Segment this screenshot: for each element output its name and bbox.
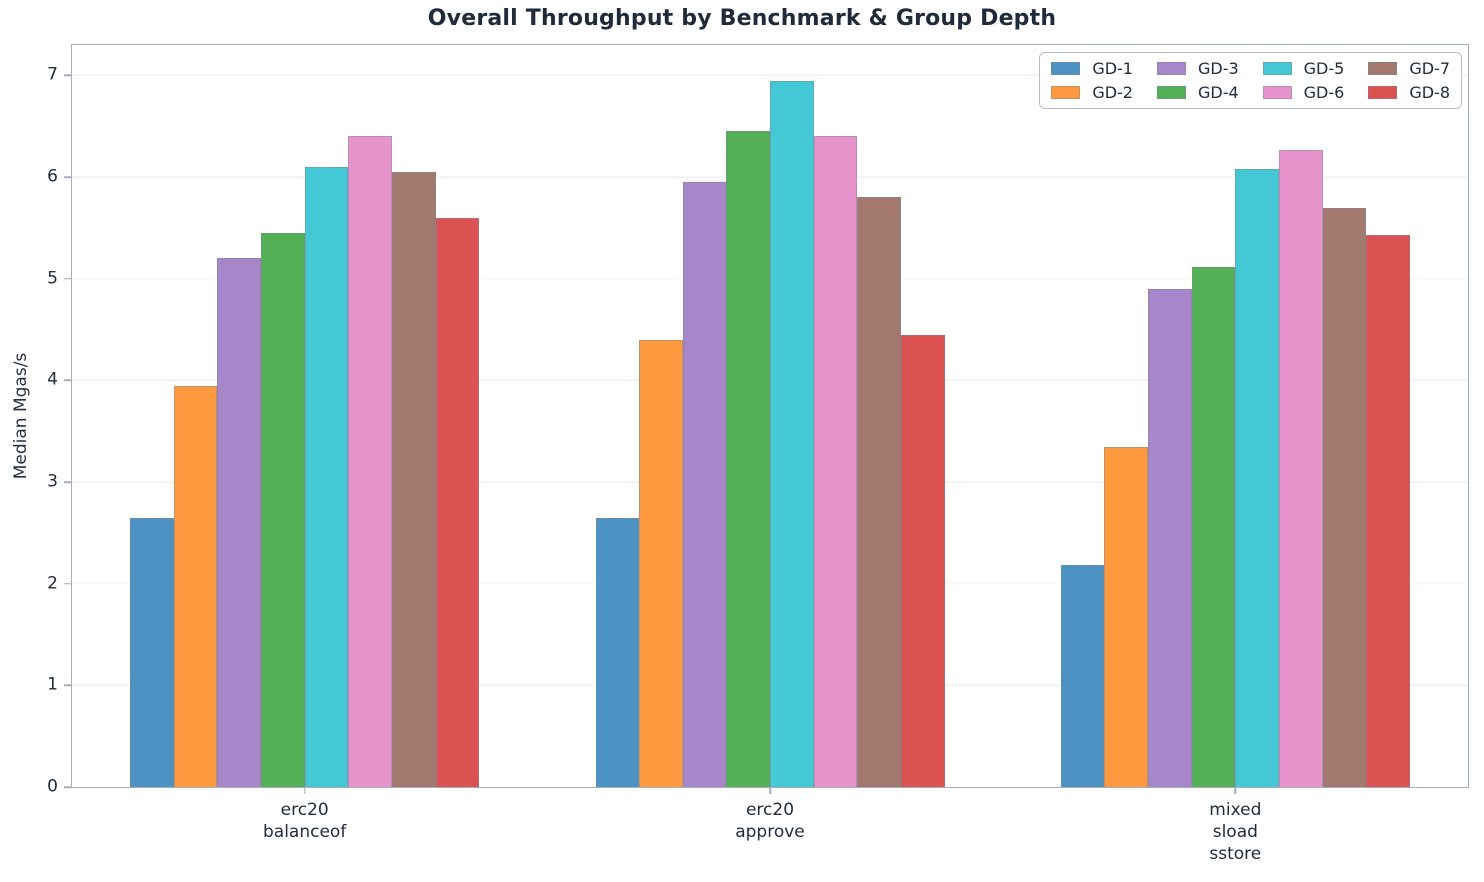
legend-swatch-icon (1051, 86, 1081, 99)
y-tick-label: 5 (47, 268, 58, 289)
y-tick-label: 0 (47, 776, 58, 797)
x-tick-label: mixed sload sstore (1209, 799, 1261, 865)
bar (682, 182, 727, 787)
y-tick-label: 2 (47, 573, 58, 594)
legend-item: GD-1 (1051, 59, 1133, 78)
legend-item: GD-4 (1156, 83, 1239, 102)
x-tick-label-line: balanceof (262, 822, 347, 842)
legend-swatch-icon (1368, 62, 1398, 75)
chart-title: Overall Throughput by Benchmark & Group … (427, 6, 1057, 31)
bar (173, 385, 218, 787)
y-tick-label: 4 (47, 370, 58, 391)
y-tick-mark (64, 684, 72, 687)
x-tick-label: erc20 approve (735, 799, 805, 843)
legend-label: GD-8 (1409, 83, 1450, 102)
y-tick-label: 1 (47, 674, 58, 695)
bar (304, 166, 349, 787)
gridline (72, 74, 1468, 77)
x-tick-label-line: mixed (1209, 800, 1262, 820)
bar (1235, 169, 1279, 787)
legend-label: GD-2 (1092, 83, 1133, 102)
y-axis-label: Median Mgas/s (11, 352, 31, 480)
bar (900, 334, 945, 787)
bar (217, 258, 262, 787)
legend-label: GD-1 (1092, 59, 1133, 78)
bar (639, 339, 683, 787)
y-tick-mark (64, 278, 72, 280)
x-tick-label-line: erc20 (280, 800, 329, 820)
legend-label: GD-3 (1197, 59, 1239, 78)
legend-item: GD-2 (1051, 83, 1133, 102)
bar (348, 136, 392, 787)
x-tick-label-line: sstore (1209, 844, 1262, 864)
bar (1322, 207, 1367, 787)
x-tick-mark (303, 787, 306, 794)
legend-swatch-icon (1156, 62, 1186, 75)
y-tick-label: 6 (47, 166, 58, 187)
legend-label: GD-6 (1303, 83, 1345, 102)
legend-swatch-icon (1262, 86, 1292, 99)
plot-area: GD-1 GD-2 GD-3 GD-4 GD-5 GD-6 GD-7 GD-8 0 1 2 3 4 5 6… (47, 44, 1469, 864)
y-tick-mark (64, 786, 72, 788)
bar (813, 136, 858, 787)
bar (1366, 235, 1410, 787)
x-tick-mark (769, 787, 771, 794)
bar (391, 172, 436, 787)
legend-swatch-icon (1156, 86, 1186, 99)
bar (435, 217, 480, 787)
y-tick-mark (64, 379, 72, 382)
legend-label: GD-4 (1197, 83, 1239, 102)
legend-item: GD-7 (1368, 59, 1450, 78)
legend-swatch-icon (1051, 62, 1081, 75)
bar (726, 131, 770, 787)
legend-item: GD-6 (1262, 83, 1345, 102)
y-tick-mark (64, 74, 72, 77)
legend-swatch-icon (1368, 86, 1398, 99)
legend-label: GD-5 (1303, 59, 1345, 78)
y-tick-mark (64, 582, 72, 585)
bar (130, 517, 174, 787)
y-tick-mark (64, 481, 72, 483)
bar (595, 517, 640, 787)
y-tick-label: 3 (47, 471, 58, 492)
legend-swatch-icon (1262, 62, 1292, 75)
y-tick-mark (64, 176, 72, 178)
legend-item: GD-5 (1262, 59, 1345, 78)
x-tick-label-line: erc20 (745, 800, 795, 820)
y-tick-label: 7 (47, 65, 58, 86)
legend: GD-1 GD-2 GD-3 GD-4 GD-5 GD-6 GD-7 GD-8 (1039, 52, 1462, 109)
bar (1148, 288, 1192, 787)
bar (1191, 266, 1236, 787)
legend-item: GD-8 (1368, 83, 1450, 102)
x-tick-mark (1234, 787, 1237, 794)
bar (770, 80, 814, 787)
bar (1278, 149, 1323, 787)
x-tick-label-line: sload (1212, 822, 1258, 842)
legend-label: GD-7 (1409, 59, 1450, 78)
bar (1060, 565, 1105, 787)
x-tick-label: erc20 balanceof (263, 799, 346, 843)
bar (1104, 446, 1149, 787)
bar (857, 197, 901, 787)
legend-item: GD-3 (1156, 59, 1239, 78)
x-tick-label-line: approve (735, 822, 805, 842)
bar (261, 233, 305, 787)
